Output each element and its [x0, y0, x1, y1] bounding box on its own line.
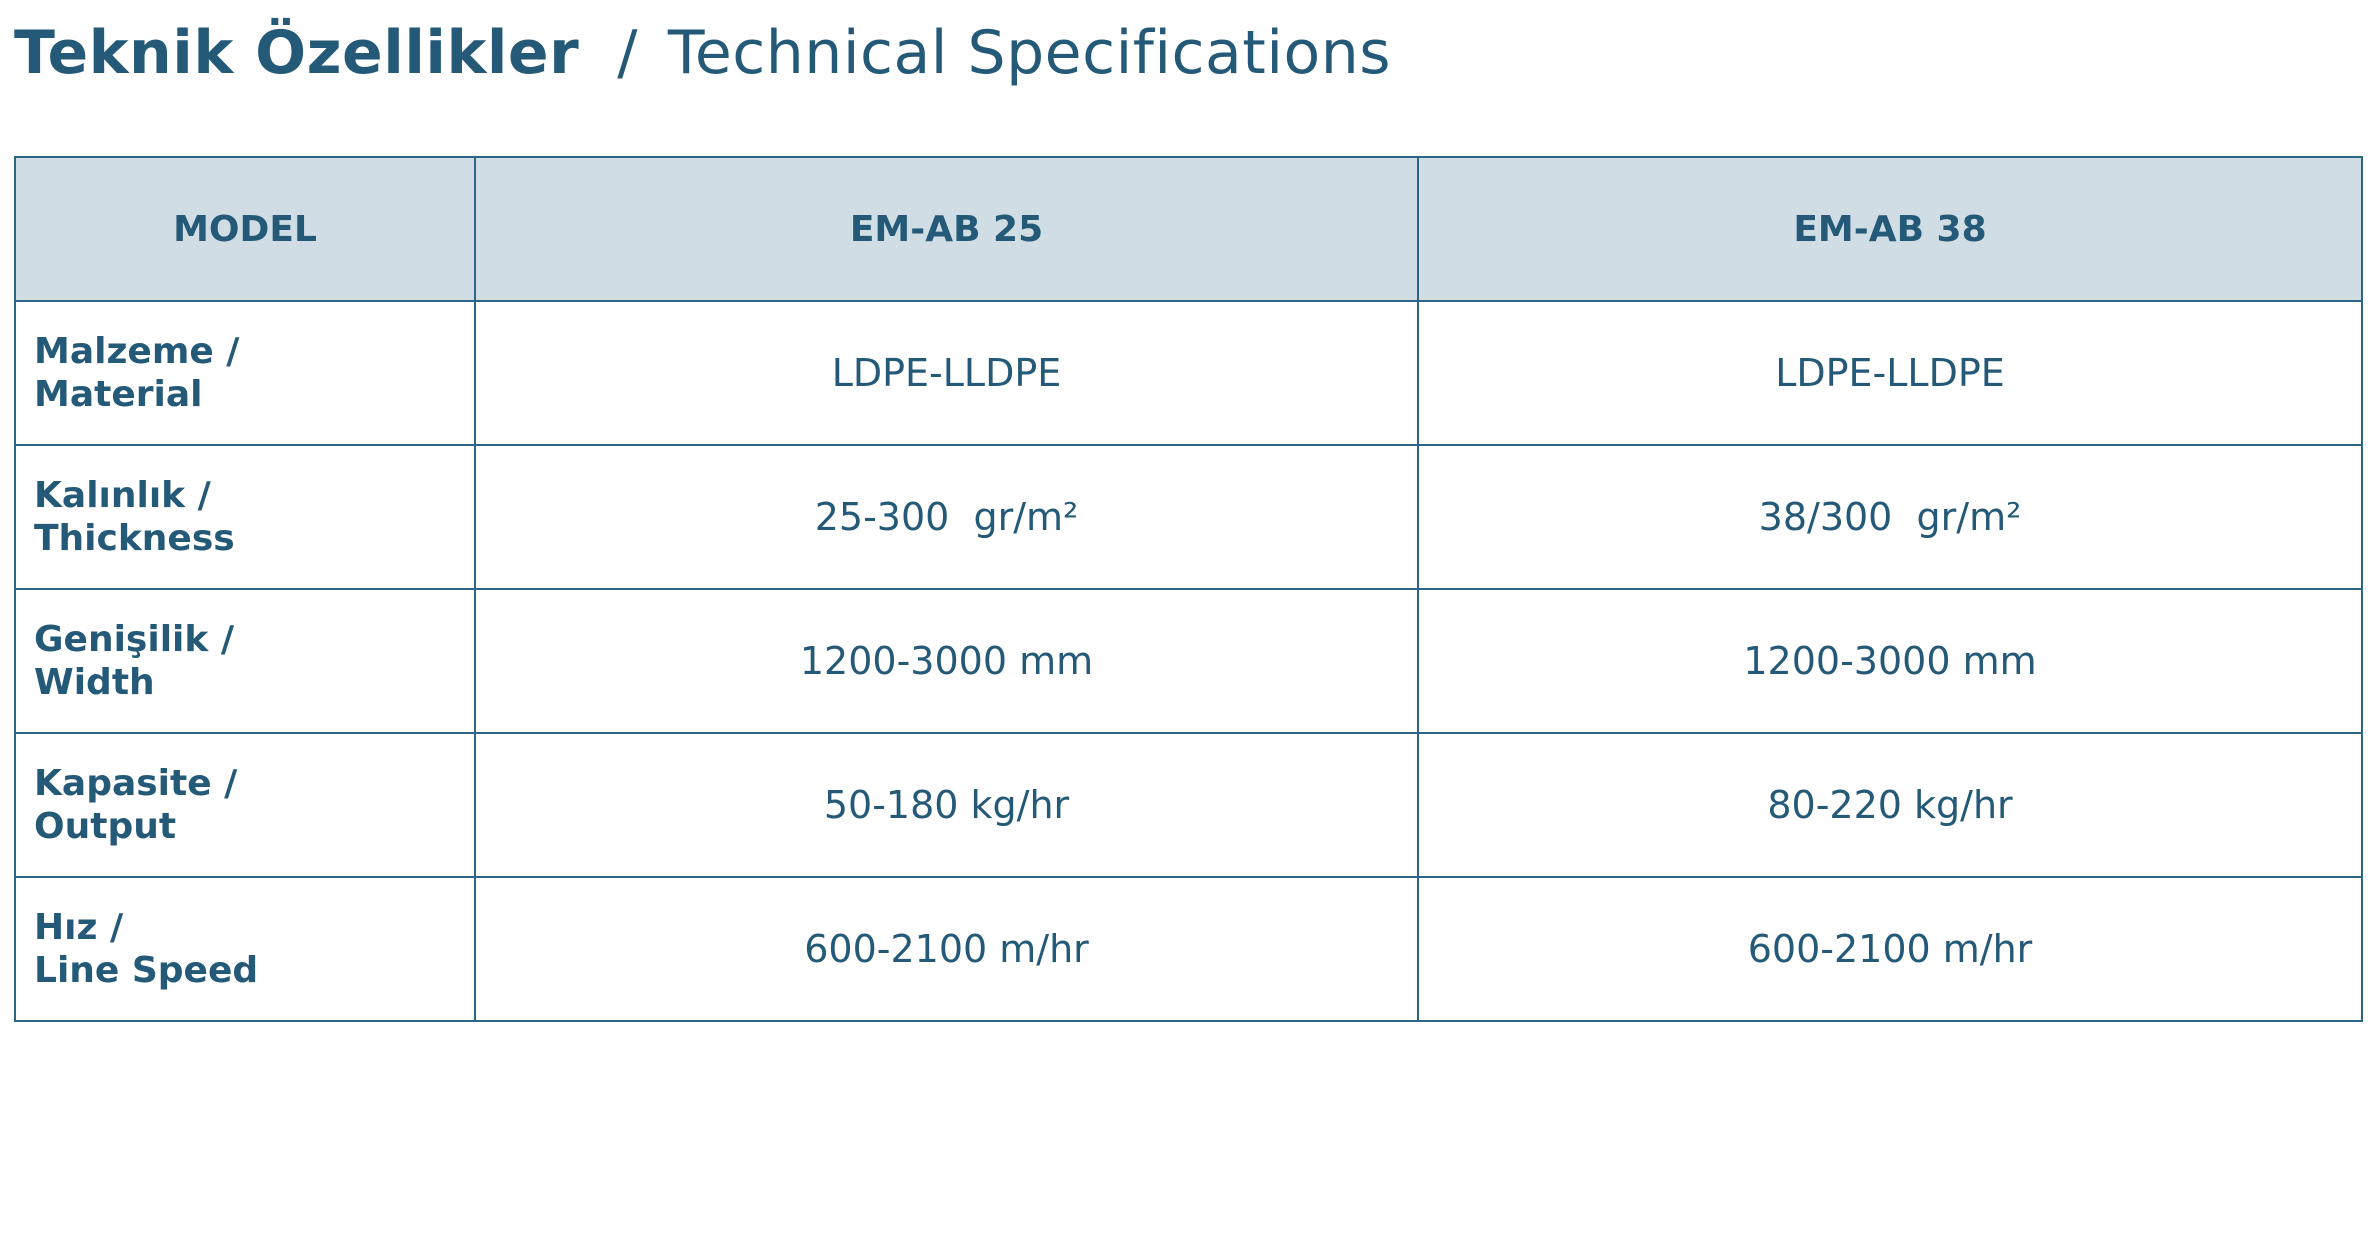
cell-em-ab-25: 600-2100 m/hr	[474, 876, 1419, 1022]
header-model: MODEL	[14, 156, 476, 302]
row-label-en: Thickness	[34, 518, 235, 559]
cell-em-ab-38: 80-220 kg/hr	[1417, 732, 2363, 878]
cell-em-ab-38: LDPE-LLDPE	[1417, 300, 2363, 446]
row-label-en: Material	[34, 374, 203, 415]
cell-em-ab-38: 38/300 gr/m²	[1417, 444, 2363, 590]
table-row-thickness: Kalınlık / Thickness 25-300 gr/m² 38/300…	[14, 444, 2363, 590]
row-label-tr: Kapasite /	[34, 763, 238, 804]
table-header-row: MODEL EM-AB 25 EM-AB 38	[14, 156, 2363, 302]
row-label: Malzeme / Material	[14, 300, 476, 446]
specifications-table: MODEL EM-AB 25 EM-AB 38 Malzeme / Materi…	[14, 156, 2363, 1022]
cell-em-ab-25: 50-180 kg/hr	[474, 732, 1419, 878]
page-title: Teknik Özellikler / Technical Specificatio…	[14, 18, 1391, 88]
header-em-ab-25: EM-AB 25	[474, 156, 1419, 302]
header-em-ab-38: EM-AB 38	[1417, 156, 2363, 302]
row-label: Kapasite / Output	[14, 732, 476, 878]
cell-em-ab-38: 1200-3000 mm	[1417, 588, 2363, 734]
cell-em-ab-25: 25-300 gr/m²	[474, 444, 1419, 590]
row-label: Hız / Line Speed	[14, 876, 476, 1022]
table-row-output: Kapasite / Output 50-180 kg/hr 80-220 kg…	[14, 732, 2363, 878]
row-label: Genişilik / Width	[14, 588, 476, 734]
row-label-tr: Kalınlık /	[34, 475, 211, 516]
cell-em-ab-38: 600-2100 m/hr	[1417, 876, 2363, 1022]
row-label-tr: Hız /	[34, 907, 124, 948]
table-row-material: Malzeme / Material LDPE-LLDPE LDPE-LLDPE	[14, 300, 2363, 446]
title-turkish: Teknik Özellikler	[14, 18, 580, 88]
cell-em-ab-25: LDPE-LLDPE	[474, 300, 1419, 446]
table-row-width: Genişilik / Width 1200-3000 mm 1200-3000…	[14, 588, 2363, 734]
row-label: Kalınlık / Thickness	[14, 444, 476, 590]
row-label-en: Line Speed	[34, 950, 259, 991]
title-english: Technical Specifications	[667, 18, 1391, 88]
row-label-tr: Genişilik /	[34, 619, 235, 660]
title-separator: /	[617, 18, 638, 88]
row-label-en: Width	[34, 662, 155, 703]
table-row-line-speed: Hız / Line Speed 600-2100 m/hr 600-2100 …	[14, 876, 2363, 1022]
cell-em-ab-25: 1200-3000 mm	[474, 588, 1419, 734]
row-label-tr: Malzeme /	[34, 331, 240, 372]
row-label-en: Output	[34, 806, 177, 847]
